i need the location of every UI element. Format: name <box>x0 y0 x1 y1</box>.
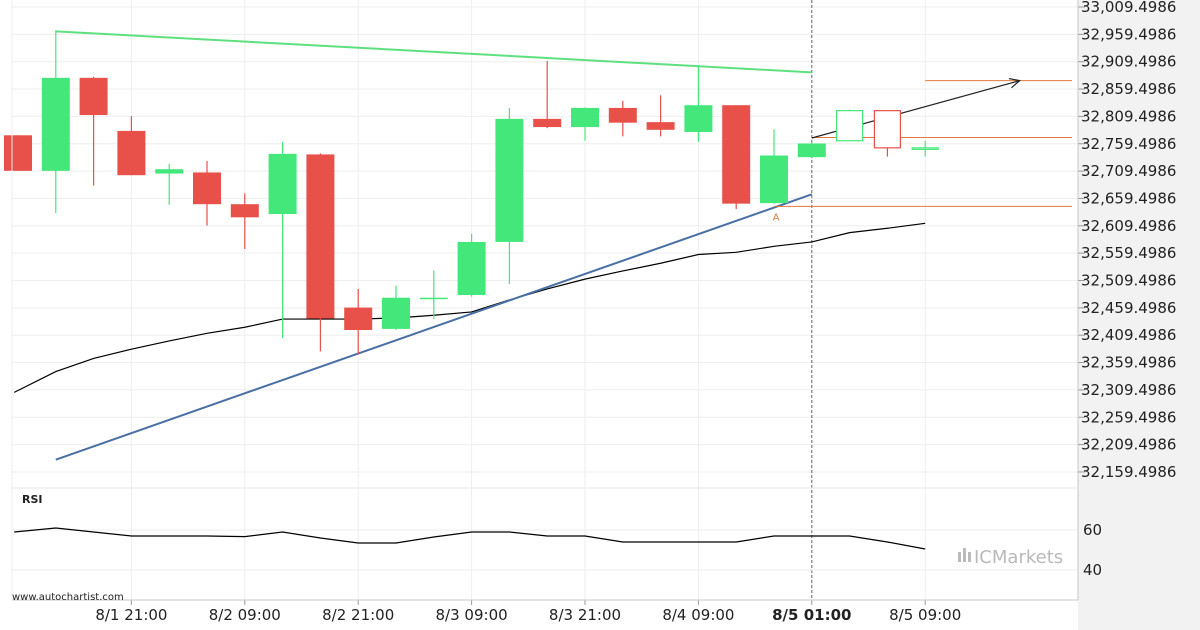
price-tick-label: 32,409.4986 <box>1081 326 1176 344</box>
price-tick-label: 32,359.4986 <box>1081 354 1176 372</box>
price-tick-label: 32,909.4986 <box>1081 53 1176 71</box>
candle-body <box>722 105 751 204</box>
brand-name: ICMarkets <box>974 547 1063 568</box>
price-tick-label: 32,959.4986 <box>1081 25 1176 43</box>
source-site: www.autochartist.com <box>12 592 124 603</box>
candle-body <box>457 241 486 295</box>
projected-candle <box>835 110 864 142</box>
time-tick-label: 8/5 01:00 <box>772 606 851 624</box>
price-tick-label: 32,609.4986 <box>1081 217 1176 235</box>
candle-body <box>419 297 448 300</box>
candle-body <box>117 130 146 176</box>
projected-candle <box>911 147 939 150</box>
candle-body <box>382 297 410 329</box>
candle-body <box>193 172 221 205</box>
candle-body <box>230 204 259 218</box>
brand-watermark: ICMarkets <box>958 547 1063 568</box>
price-tick-label: 32,209.4986 <box>1081 436 1176 454</box>
price-tick-label: 32,709.4986 <box>1081 162 1176 180</box>
support-trendline <box>55 193 813 461</box>
price-tick-label: 32,509.4986 <box>1081 272 1176 290</box>
price-tick-label: 32,159.4986 <box>1081 463 1176 481</box>
candle-body <box>797 143 826 158</box>
candle-body <box>608 107 637 123</box>
price-tick-label: 32,859.4986 <box>1081 80 1176 98</box>
candle-body <box>646 122 675 130</box>
axes: 33,009.4986 32,959.4986 32,909.4986 32,859.… <box>11 0 1176 624</box>
time-tick-label: 8/5 09:00 <box>889 606 961 624</box>
brand-logo-icon <box>958 548 971 562</box>
moving-average-line <box>13 222 926 393</box>
rsi-label: RSI <box>22 493 43 506</box>
grid <box>12 0 1078 600</box>
candle-body <box>79 77 108 116</box>
time-tick-label: 8/3 09:00 <box>436 606 508 624</box>
overlays: A <box>13 0 1072 600</box>
price-tick-label: 33,009.4986 <box>1081 0 1176 16</box>
price-tick-label: 32,759.4986 <box>1081 135 1176 153</box>
candle-body <box>495 118 524 242</box>
rsi-line <box>14 527 926 550</box>
candle-body <box>344 307 373 331</box>
price-tick-label: 32,259.4986 <box>1081 408 1176 426</box>
candles <box>4 30 939 355</box>
candle-body <box>684 105 713 132</box>
price-tick-label: 32,809.4986 <box>1081 107 1176 125</box>
time-axis-panel <box>0 600 1078 630</box>
price-axis-panel <box>1078 0 1200 630</box>
candle-body <box>41 77 70 171</box>
time-tick-label: 8/1 21:00 <box>95 606 167 624</box>
time-tick-label: 8/3 21:00 <box>549 606 621 624</box>
candle-body <box>571 107 599 128</box>
time-tick-label: 8/2 21:00 <box>322 606 394 624</box>
time-tick-label: 8/2 09:00 <box>209 606 281 624</box>
candle-body <box>4 135 32 171</box>
candle-body <box>760 155 788 204</box>
price-tick-label: 32,459.4986 <box>1081 299 1176 317</box>
candle-body <box>306 154 335 319</box>
candle-body <box>155 169 184 174</box>
pattern-point-label: A <box>773 212 780 223</box>
price-tick-label: 32,309.4986 <box>1081 381 1176 399</box>
time-tick-label: 8/4 09:00 <box>662 606 734 624</box>
resistance-trendline <box>55 30 812 74</box>
rsi-tick-label: 60 <box>1083 521 1102 539</box>
rsi-tick-label: 40 <box>1083 561 1102 579</box>
forecast-arrow-head <box>1008 78 1022 89</box>
rsi-panel: RSI 60 40 <box>12 493 1102 579</box>
price-tick-label: 32,659.4986 <box>1081 189 1176 207</box>
projected-candle <box>873 110 902 149</box>
candle-body <box>533 118 562 128</box>
candle-body <box>268 153 297 215</box>
price-tick-label: 32,559.4986 <box>1081 244 1176 262</box>
